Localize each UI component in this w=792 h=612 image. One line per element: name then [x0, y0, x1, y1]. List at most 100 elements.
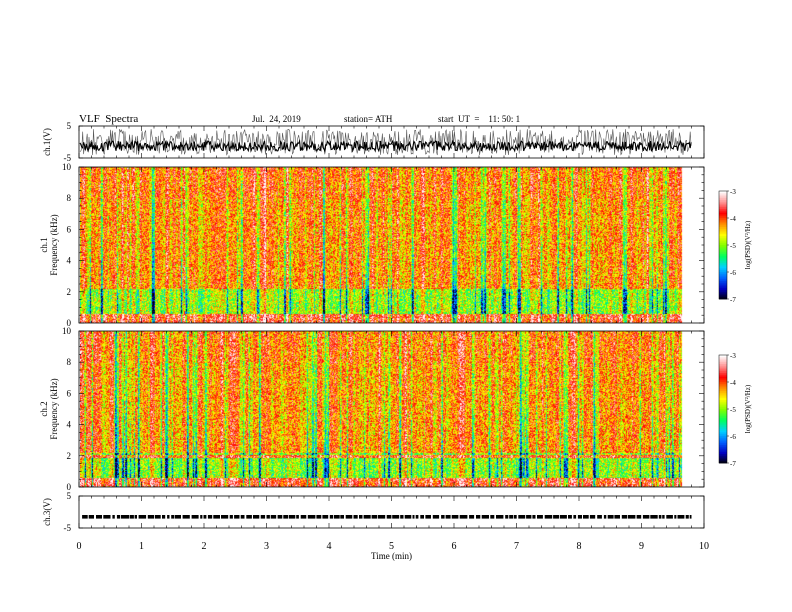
colorbar-swatch: [719, 252, 727, 255]
ch3-level-segment: [689, 515, 692, 519]
colorbar-swatch: [719, 403, 727, 406]
colorbar-swatch: [719, 441, 727, 444]
colorbar-swatch: [719, 239, 727, 242]
ch3-level-segment: [322, 515, 329, 519]
ch3-level-segment: [509, 515, 514, 519]
colorbar-swatch: [719, 221, 727, 224]
x-tick-label: 5: [389, 541, 394, 552]
ch3-level-segment: [103, 515, 111, 519]
ch3-level-segment: [589, 515, 596, 519]
colorbar-swatch: [719, 218, 727, 221]
colorbar-tick-label: -7: [730, 460, 736, 468]
ch3-level-segment: [642, 515, 650, 519]
ch3-level-segment: [666, 515, 673, 519]
colorbar-swatch: [719, 385, 727, 388]
ch3-level-segment: [677, 515, 685, 519]
y-tick-label: 5: [67, 491, 72, 501]
ch3-level-segment: [451, 515, 459, 519]
colorbar-swatch: [719, 391, 727, 394]
ch3-level-segment: [345, 515, 353, 519]
colorbar-label: log(PSD)(V²/Hz): [744, 384, 752, 433]
colorbar-swatch: [719, 380, 727, 383]
colorbar-tick-label: -3: [730, 352, 736, 360]
ch3-level-segment: [607, 515, 614, 519]
ch3-level-segment: [658, 515, 662, 519]
ch3-level-segment: [213, 515, 220, 519]
colorbar-swatch: [719, 268, 727, 271]
y-axis-label: Frequency (kHz): [49, 214, 59, 275]
colorbar-swatch: [719, 246, 727, 249]
x-tick-label: 8: [577, 541, 582, 552]
ch3-level-segment: [260, 515, 266, 519]
colorbar-swatch: [719, 291, 727, 294]
colorbar-swatch: [719, 219, 727, 222]
colorbar-swatch: [719, 418, 727, 421]
colorbar-swatch: [719, 436, 727, 439]
colorbar-tick-label: -6: [730, 433, 736, 441]
y-tick-label: 6: [67, 224, 72, 234]
panel-frame-2: [78, 166, 705, 324]
colorbar-swatch: [719, 432, 727, 435]
ch3-level-segment: [412, 515, 415, 519]
colorbar-swatch: [719, 288, 727, 291]
ch3-level-segment: [674, 515, 677, 519]
ch3-level-segment: [203, 515, 207, 519]
colorbar-swatch: [719, 434, 727, 437]
colorbar-swatch: [719, 409, 727, 412]
ch1-waveform-trace: [79, 129, 692, 156]
channel-label: ch.1: [39, 237, 49, 252]
colorbar-swatch: [719, 394, 727, 397]
colorbar-swatch: [719, 410, 727, 413]
colorbar-swatch: [719, 461, 727, 464]
colorbar-swatch: [719, 210, 727, 213]
colorbar-swatch: [719, 400, 727, 403]
colorbar-swatch: [719, 365, 727, 368]
colorbar-swatch: [719, 389, 727, 392]
ch3-level-segment: [134, 515, 137, 519]
ch3-level-segment: [371, 515, 378, 519]
ch3-level-segment: [277, 515, 283, 519]
colorbar-swatch: [719, 443, 727, 446]
ch3-level-segment: [560, 515, 567, 519]
colorbar-swatch: [719, 295, 727, 298]
colorbar-swatch: [719, 297, 727, 300]
ch3-level-segment: [568, 515, 572, 519]
y-tick-label: 4: [67, 256, 72, 266]
y-axis-label: Frequency (kHz): [49, 378, 59, 439]
ch1-spectrogram-image: [80, 167, 694, 323]
figure-title: VLF Spectra: [79, 113, 139, 125]
ch3-level-segment: [359, 515, 363, 519]
colorbar-swatch: [719, 241, 727, 244]
colorbar-swatch: [719, 374, 727, 377]
y-tick-label: 6: [67, 388, 72, 398]
x-tick-label: 1: [139, 541, 144, 552]
ch3-level-segment: [340, 515, 344, 519]
ch1-waveform-envelope: [79, 139, 692, 153]
ch3-level-segment: [229, 515, 233, 519]
colorbar-swatch: [719, 201, 727, 204]
ch3-level-segment: [526, 515, 532, 519]
ch3-level-segment: [167, 515, 170, 519]
ch3-level-segment: [490, 515, 495, 519]
colorbar-swatch: [719, 371, 727, 374]
colorbar-swatch: [719, 200, 727, 203]
ch3-level-segment: [246, 515, 252, 519]
colorbar-swatch: [719, 427, 727, 430]
ch3-level-segment: [597, 515, 602, 519]
y-tick-label: 10: [62, 162, 72, 172]
ch3-level-segment: [415, 515, 419, 519]
colorbar-swatch: [719, 450, 727, 453]
ch3-level-segment: [147, 515, 155, 519]
colorbar-swatch: [719, 214, 727, 217]
colorbar-swatch: [719, 264, 727, 267]
colorbar-swatch: [719, 275, 727, 278]
colorbar-swatch: [719, 457, 727, 460]
ch3-level-segment: [138, 515, 147, 519]
colorbar-swatch: [719, 266, 727, 269]
ch3-level-segment: [544, 515, 553, 519]
colorbar-swatch: [719, 227, 727, 230]
ch3-level-segment: [577, 515, 582, 519]
colorbar-swatch: [719, 356, 727, 359]
colorbar-tick-label: -3: [730, 188, 736, 196]
